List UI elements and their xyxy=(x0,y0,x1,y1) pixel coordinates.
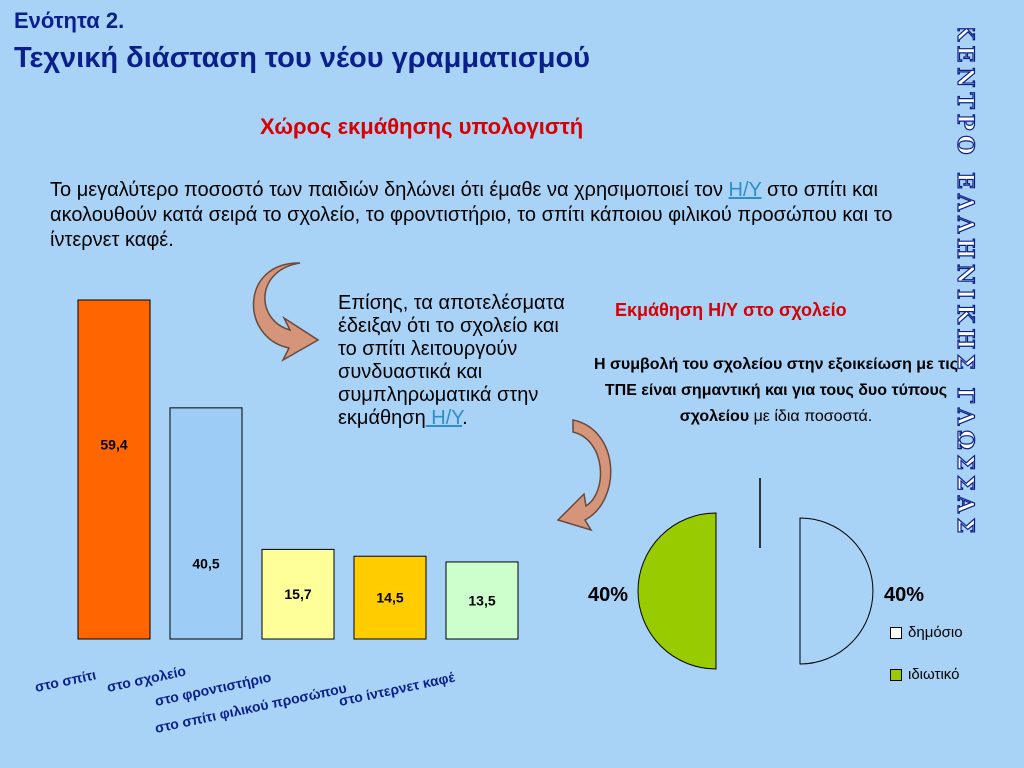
side-note-end: . xyxy=(462,407,468,429)
unit-label: Ενότητα 2. xyxy=(14,8,125,33)
pie-slice-private xyxy=(637,512,717,670)
bar-value-labels: 59,4 40,5 15,7 14,5 13,5 xyxy=(100,437,495,609)
bar-value-label-4: 13,5 xyxy=(468,592,495,608)
pie-slice-labels: 40% 40% xyxy=(588,584,924,606)
curved-arrow-left-icon xyxy=(252,262,320,362)
pie-chart-title: Εκμάθηση Η/Υ στο σχολείο xyxy=(615,300,847,320)
bar-3 xyxy=(353,555,427,640)
pie-slice-public xyxy=(799,517,874,665)
legend-item-private: ιδιωτικό xyxy=(890,666,959,683)
legend-swatch-public xyxy=(890,626,902,639)
bar-4 xyxy=(445,561,519,640)
intro-link-pc[interactable]: Η/Υ xyxy=(728,179,762,201)
pie-slices xyxy=(637,512,874,670)
center-greek-language-stamp: ΚΕΝΤΡΟ ΕΛΛΗΝΙΚΗΣ ΓΛΩΣΣΑΣ xyxy=(951,28,978,538)
legend-item-public: δημόσιο xyxy=(890,624,963,641)
bar-1 xyxy=(169,407,243,640)
pie-label-public: 40% xyxy=(884,584,924,606)
legend-label-public: δημόσιο xyxy=(908,624,963,641)
curved-arrow-right-icon xyxy=(556,419,612,532)
page-subtitle: Χώρος εκμάθησης υπολογιστή xyxy=(260,114,584,139)
legend-swatch-private xyxy=(890,668,902,681)
stamp-text: ΚΕΝΤΡΟ ΕΛΛΗΝΙΚΗΣ ΓΛΩΣΣΑΣ xyxy=(952,28,978,538)
pie-note: Η συμβολή του σχολείου στην εξοικείωση μ… xyxy=(590,352,962,430)
side-note-text: Επίσης, τα αποτελέσματα έδειξαν ότι το σ… xyxy=(338,292,565,429)
bar-value-label-0: 59,4 xyxy=(100,437,127,453)
bar-value-label-3: 14,5 xyxy=(376,590,403,606)
pie-note-bold: Η συμβολή του σχολείου στην εξοικείωση μ… xyxy=(593,356,959,425)
bars-group xyxy=(77,299,519,640)
bar-value-label-2: 15,7 xyxy=(284,586,311,602)
intro-text-part2: στο σπίτι και ακολουθούν κατά σειρά το σ… xyxy=(50,179,893,251)
intro-paragraph: Το μεγαλύτερο ποσοστό των παιδιών δηλώνε… xyxy=(50,178,910,253)
side-note: Επίσης, τα αποτελέσματα έδειξαν ότι το σ… xyxy=(338,292,576,430)
pie-note-normal: με ίδια ποσοστά. xyxy=(749,408,873,425)
bar-0 xyxy=(77,299,151,640)
bar-2 xyxy=(261,548,335,640)
side-note-link-pc[interactable]: Η/Υ xyxy=(425,407,463,429)
bar-value-label-1: 40,5 xyxy=(192,555,219,571)
intro-text-part1: Το μεγαλύτερο ποσοστό των παιδιών δηλώνε… xyxy=(50,179,729,201)
pie-label-private: 40% xyxy=(588,584,628,606)
page-title: Τεχνική διάσταση του νέου γραμματισμού xyxy=(14,42,591,74)
legend-label-private: ιδιωτικό xyxy=(908,666,960,683)
